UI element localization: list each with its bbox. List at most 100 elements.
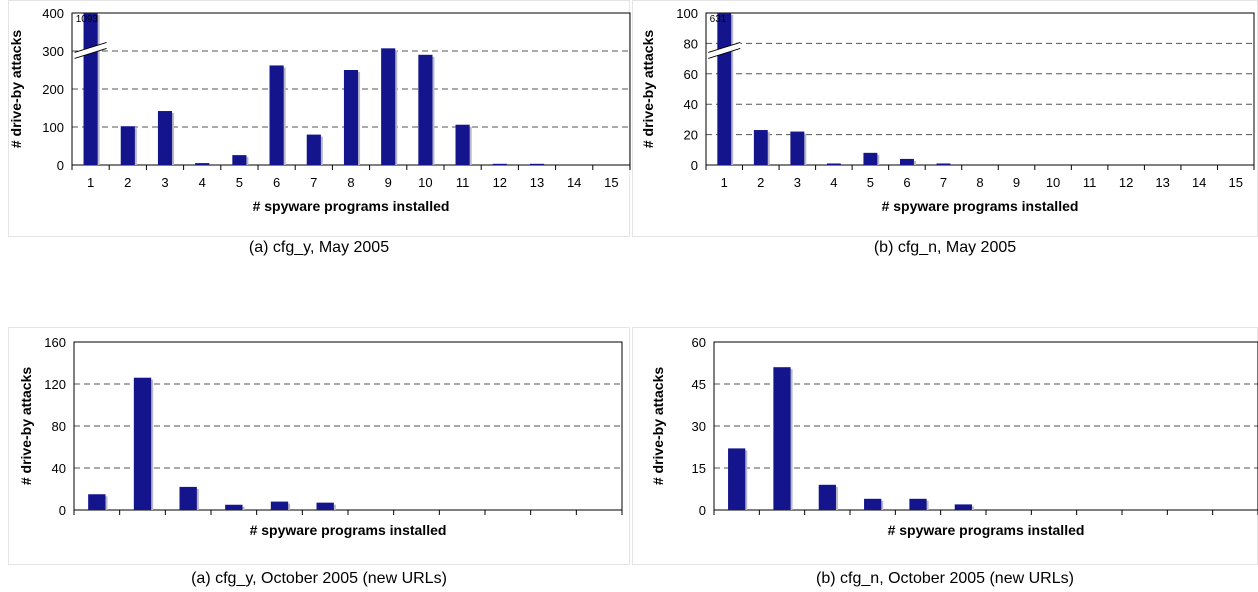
- y-tick-label: 20: [684, 128, 698, 143]
- axis-break: [74, 42, 107, 59]
- y-axis-title: # drive-by attacks: [8, 30, 24, 148]
- chart-caption: (a) cfg_y, October 2005 (new URLs): [191, 570, 447, 587]
- x-tick-label: 6: [273, 175, 280, 190]
- x-tick-label: 9: [1013, 175, 1020, 190]
- x-tick-label: 14: [1192, 175, 1206, 190]
- y-tick-label: 300: [42, 44, 64, 59]
- y-tick-label: 15: [692, 461, 706, 476]
- x-tick-label: 11: [1083, 175, 1097, 190]
- bar: [418, 54, 433, 165]
- chart-cfg-n-may: 0 20 40 60 80 100 631 1 2 3 4 5 6 7 8 9 10 11 12 13 14 15 # sp…: [632, 0, 1258, 270]
- chart-svg: 0 15 30 45 60 # spyware programs installed # d…: [650, 335, 1258, 538]
- chart-cfg-y-october: 0 40 80 120 160 # spyware programs installed #…: [0, 327, 632, 592]
- bar: [269, 65, 284, 165]
- y-tick-label: 120: [44, 377, 66, 392]
- x-axis-title: # spyware programs installed: [253, 198, 450, 214]
- bar: [381, 48, 396, 166]
- y-tick-label: 200: [42, 82, 64, 97]
- bar: [225, 504, 243, 510]
- x-tick-label: 13: [1155, 175, 1169, 190]
- bar-value-label: 1093: [76, 14, 99, 25]
- bar: [88, 494, 106, 510]
- chart-frame: [8, 327, 630, 565]
- x-tick-label: 15: [1228, 175, 1242, 190]
- y-tick-label: 400: [42, 6, 64, 21]
- plot-area: [705, 12, 1255, 166]
- x-tick-label: 12: [1119, 175, 1133, 190]
- x-tick-label: 2: [124, 175, 131, 190]
- y-tick-label: 80: [684, 36, 698, 51]
- x-tick-label: 3: [161, 175, 168, 190]
- bar: [232, 155, 247, 165]
- x-tick-label: 7: [940, 175, 947, 190]
- axis-break-line: [708, 47, 741, 59]
- bar: [157, 111, 173, 165]
- x-tick-label: 2: [757, 175, 764, 190]
- x-tick-label: 12: [493, 175, 507, 190]
- y-tick-label: 60: [684, 67, 698, 82]
- y-tick-label: 0: [691, 158, 698, 173]
- x-axis-title: # spyware programs installed: [882, 198, 1079, 214]
- bar: [826, 163, 841, 165]
- x-tick-label: 5: [236, 175, 243, 190]
- y-axis-title: # drive-by attacks: [18, 367, 34, 485]
- y-tick-label: 30: [692, 419, 706, 434]
- x-tick-label: 6: [903, 175, 910, 190]
- bar: [83, 13, 98, 165]
- x-tick-label: 11: [456, 175, 470, 190]
- x-tick-label: 9: [385, 175, 392, 190]
- y-tick-label: 45: [692, 377, 706, 392]
- bar: [270, 501, 289, 510]
- y-tick-label: 60: [692, 335, 706, 350]
- bar: [954, 504, 972, 510]
- chart-caption: (b) cfg_n, May 2005: [873, 239, 1017, 256]
- axis-break: [708, 42, 741, 59]
- bar: [316, 502, 334, 510]
- x-tick-label: 15: [604, 175, 618, 190]
- bar: [529, 163, 545, 165]
- bar: [343, 70, 359, 165]
- chart-caption: (b) cfg_n, October 2005 (new URLs): [816, 570, 1074, 587]
- bar: [717, 13, 732, 165]
- x-tick-label: 13: [530, 175, 544, 190]
- bar: [936, 163, 951, 165]
- y-tick-label: 80: [52, 419, 66, 434]
- y-tick-label: 40: [52, 461, 66, 476]
- x-tick-label: 1: [87, 175, 94, 190]
- y-axis-title: # drive-by attacks: [650, 367, 666, 485]
- chart-svg: 0 40 80 120 160 # spyware programs installed #…: [18, 335, 623, 538]
- x-tick-label: 4: [199, 175, 206, 190]
- bar: [863, 152, 878, 165]
- bar: [753, 130, 768, 165]
- bar: [455, 124, 470, 165]
- bar: [818, 484, 836, 510]
- x-tick-label: 14: [567, 175, 581, 190]
- bar: [306, 134, 321, 165]
- x-tick-label: 4: [830, 175, 837, 190]
- x-tick-label: 1: [721, 175, 728, 190]
- x-tick-label: 5: [867, 175, 874, 190]
- x-tick-label: 10: [1046, 175, 1060, 190]
- y-tick-label: 40: [684, 97, 698, 112]
- bar: [864, 498, 882, 510]
- bar: [179, 486, 197, 510]
- bar: [120, 126, 135, 165]
- chart-caption: (a) cfg_y, May 2005: [248, 239, 390, 256]
- axis-break-line: [74, 41, 107, 53]
- bar: [728, 448, 746, 510]
- x-tick-label: 3: [794, 175, 801, 190]
- bar: [773, 367, 791, 510]
- x-axis-title: # spyware programs installed: [250, 522, 447, 538]
- bar: [899, 158, 914, 165]
- x-tick-label: 10: [418, 175, 432, 190]
- bar: [492, 163, 507, 165]
- y-tick-label: 0: [57, 158, 64, 173]
- y-tick-label: 160: [44, 335, 66, 350]
- axis-break-line: [708, 41, 741, 53]
- x-tick-label: 8: [347, 175, 354, 190]
- x-tick-label: 7: [310, 175, 317, 190]
- chart-cfg-n-october: 0 15 30 45 60 # spyware programs installed # d…: [632, 327, 1258, 592]
- y-tick-label: 0: [699, 503, 706, 518]
